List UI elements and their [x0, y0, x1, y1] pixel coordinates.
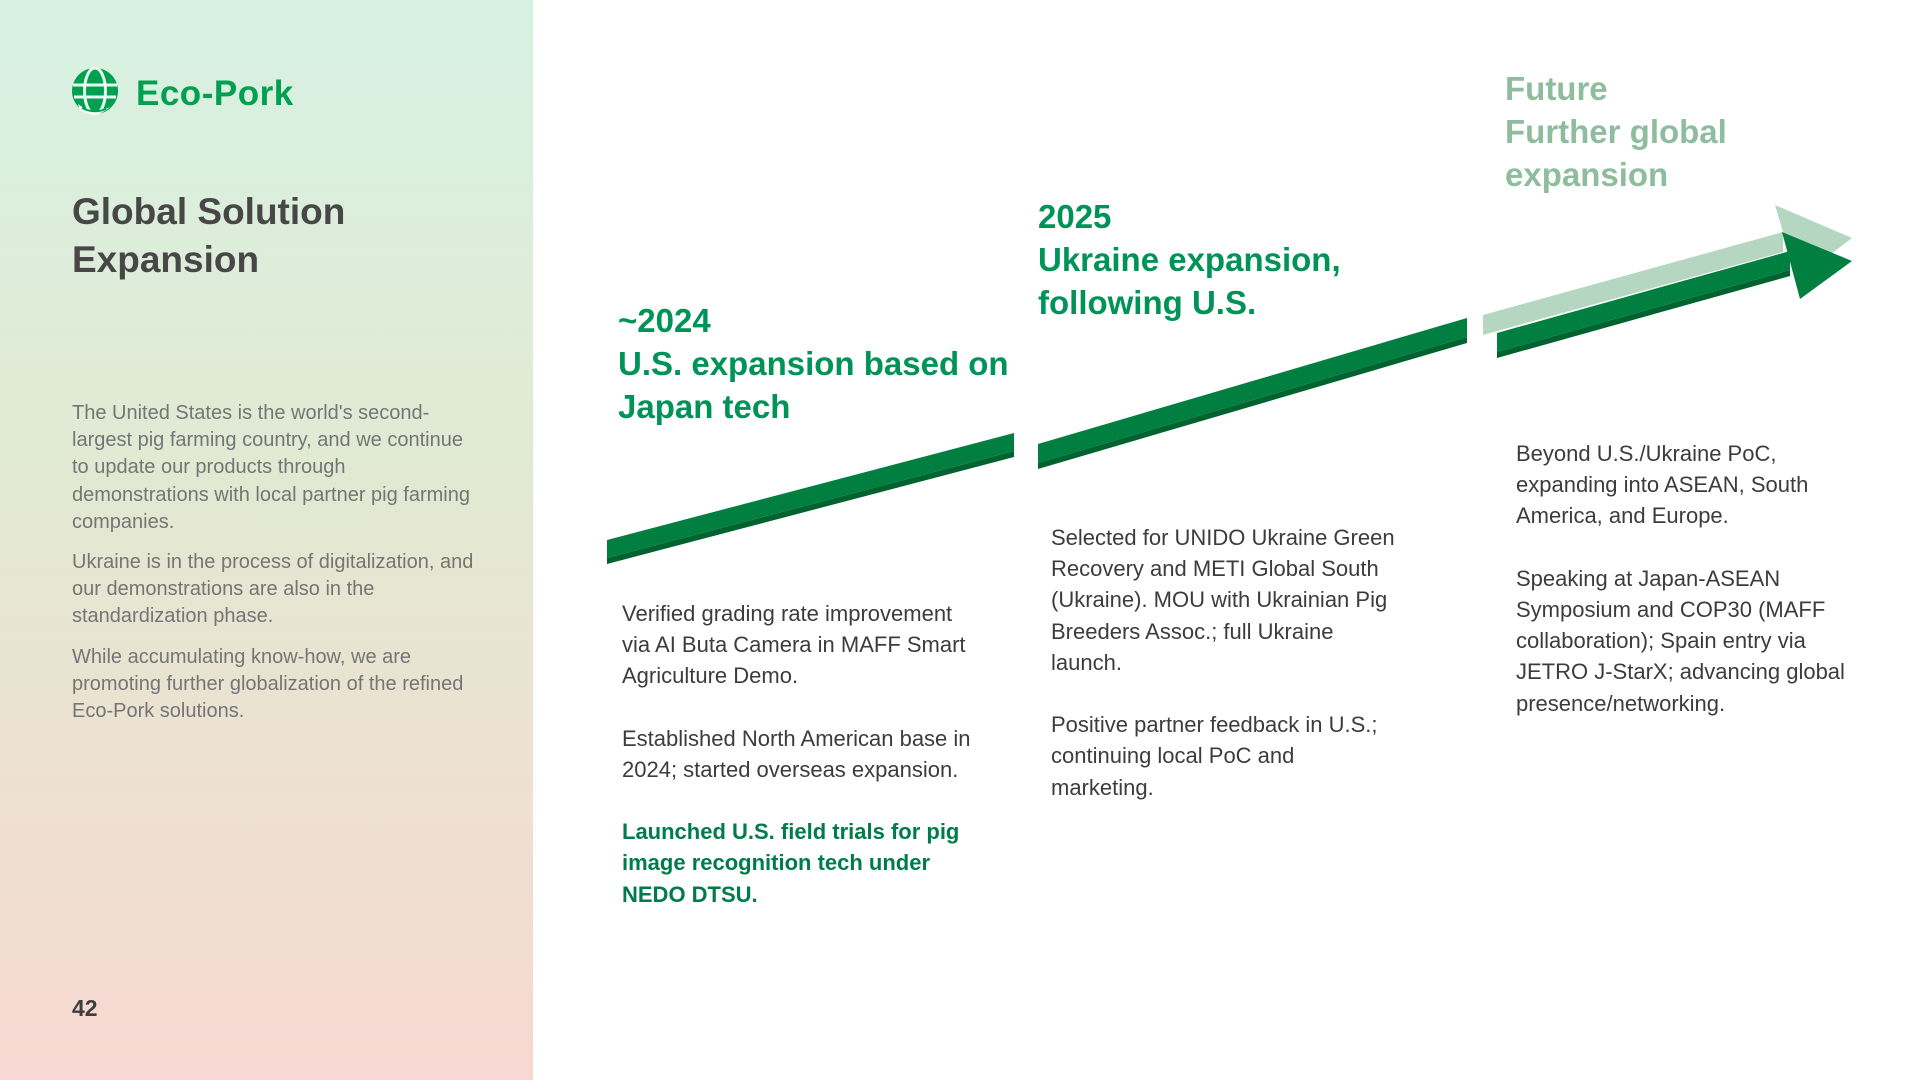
phase-2024-paragraph: Verified grading rate improvement via AI… — [622, 601, 966, 689]
phase-future-year: Future — [1505, 70, 1608, 107]
phase-2025-paragraph: Selected for UNIDO Ukraine Green Recover… — [1051, 525, 1395, 675]
globe-leaf-icon — [68, 64, 122, 123]
phase-2025-title: Ukraine expansion, following U.S. — [1038, 240, 1341, 321]
arrow-segment-future-shaft — [1497, 251, 1790, 352]
arrow-segment-future-shadow — [1497, 270, 1790, 358]
phase-future-heading: Future Further global expansion — [1505, 68, 1815, 197]
arrow-segment-2025-shadow — [1038, 337, 1467, 469]
arrow-segment-2025 — [1038, 318, 1467, 463]
phase-2024-heading: ~2024 U.S. expansion based on Japan tech — [618, 300, 1048, 429]
page-number: 42 — [72, 995, 98, 1021]
phase-2025-paragraph: Positive partner feedback in U.S.; conti… — [1051, 712, 1378, 800]
phase-2024-body: Verified grading rate improvement via AI… — [622, 598, 974, 910]
phase-2025-heading: 2025 Ukraine expansion, following U.S. — [1038, 196, 1458, 325]
sidebar-paragraph: While accumulating know-how, we are prom… — [72, 645, 464, 722]
sidebar: Eco-Pork Global Solution Expansion The U… — [0, 0, 533, 1080]
phase-future-title: Further global expansion — [1505, 112, 1727, 193]
sidebar-paragraph: The United States is the world's second-… — [72, 402, 470, 533]
phase-2024-title: U.S. expansion based on Japan tech — [618, 344, 1009, 425]
sidebar-paragraph: Ukraine is in the process of digitalizat… — [72, 550, 474, 628]
eco-pork-logo: Eco-Pork — [68, 64, 294, 123]
phase-future-paragraph: Beyond U.S./Ukraine PoC, expanding into … — [1516, 441, 1809, 529]
phase-future-paragraph: Speaking at Japan-ASEAN Symposium and CO… — [1516, 565, 1845, 716]
phase-2024-year: ~2024 — [618, 302, 711, 339]
sidebar-summary: The United States is the world's second-… — [72, 400, 476, 738]
phase-2025-body: Selected for UNIDO Ukraine Green Recover… — [1051, 522, 1403, 803]
phase-2024-paragraph: Established North American base in 2024;… — [622, 725, 971, 782]
phase-future-body: Beyond U.S./Ukraine PoC, expanding into … — [1516, 438, 1856, 719]
phase-2025-year: 2025 — [1038, 198, 1112, 235]
arrow-segment-future-head — [1782, 232, 1852, 299]
arrow-segment-2024-shadow — [607, 451, 1014, 564]
brand-name: Eco-Pork — [136, 73, 294, 113]
arrow-segment-future-light-head — [1775, 205, 1852, 280]
arrow-segment-future-light-shaft — [1483, 232, 1783, 335]
page-title: Global Solution Expansion — [72, 191, 346, 281]
arrow-segment-2024 — [607, 433, 1014, 558]
phase-2024-highlight: Launched U.S. field trials for pig image… — [622, 819, 960, 907]
